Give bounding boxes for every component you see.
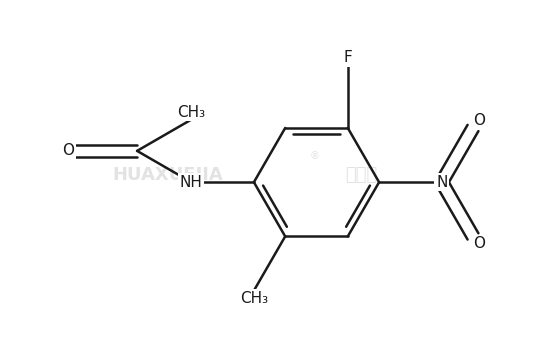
Text: O: O	[63, 143, 74, 158]
Text: O: O	[473, 113, 485, 128]
Text: HUAXUEJIA: HUAXUEJIA	[112, 166, 223, 184]
Text: CH₃: CH₃	[240, 290, 268, 305]
Text: ®: ®	[310, 151, 319, 161]
Text: N: N	[436, 175, 447, 190]
Text: F: F	[343, 51, 352, 66]
Text: NH: NH	[180, 175, 203, 190]
Text: CH₃: CH₃	[177, 105, 206, 120]
Text: 化学加: 化学加	[346, 166, 377, 184]
Text: O: O	[473, 236, 485, 251]
